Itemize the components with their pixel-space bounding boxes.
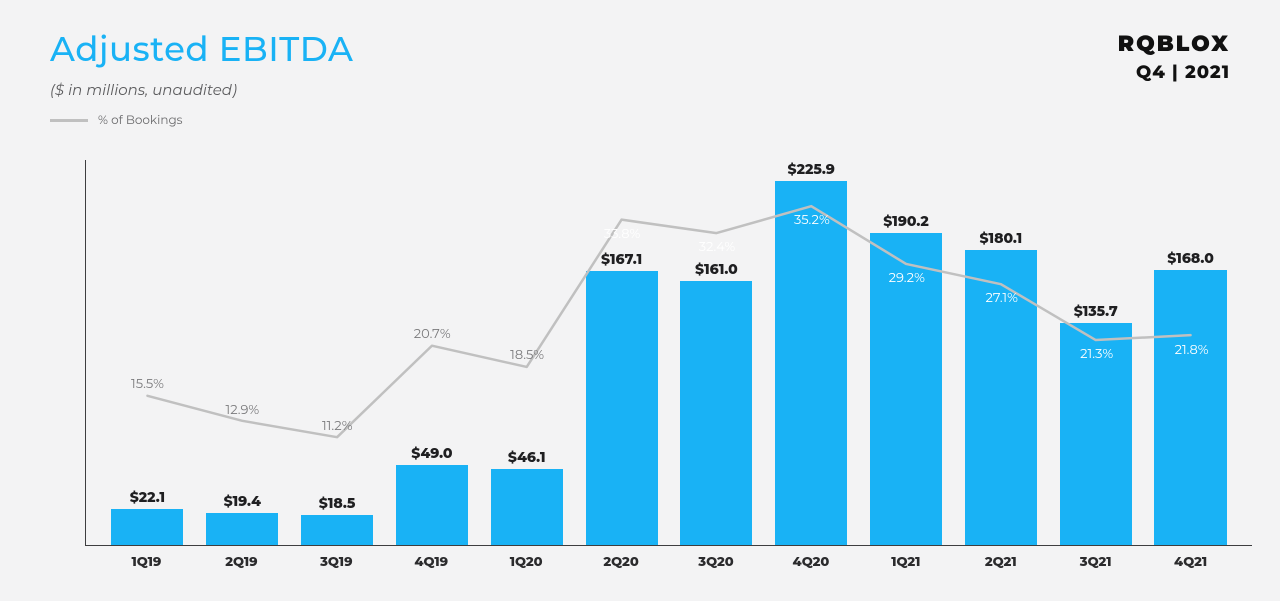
brand-logo: RQBLOX <box>1118 30 1230 57</box>
pct-label-layer: 15.5% 12.9% 11.2% 20.7% 18.5% 33.8% 32.4% 35.2%… <box>86 160 1252 545</box>
chart-container: $22.1$19.4$18.5$49.0$46.1$167.1$161.0$22… <box>85 160 1252 571</box>
pct-label: 21.3% <box>1080 346 1113 362</box>
legend-label: % of Bookings <box>98 113 183 128</box>
page-title: Adjusted EBITDA <box>50 28 1230 70</box>
brand-block: RQBLOX Q4 | 2021 <box>1118 30 1230 83</box>
x-axis-label: 1Q19 <box>99 546 194 571</box>
legend: % of Bookings <box>50 113 1230 128</box>
x-axis-label: 1Q20 <box>479 546 574 571</box>
x-axis-label: 2Q21 <box>953 546 1048 571</box>
pct-label: 35.2% <box>794 212 830 228</box>
x-axis-label: 1Q21 <box>858 546 953 571</box>
x-axis-label: 4Q21 <box>1143 546 1238 571</box>
pct-label: 11.2% <box>322 418 353 434</box>
pct-label: 15.5% <box>131 376 164 392</box>
page-subtitle: ($ in millions, unaudited) <box>50 80 1230 99</box>
pct-label: 21.8% <box>1175 342 1209 358</box>
x-axis-label: 4Q20 <box>763 546 858 571</box>
plot-area: $22.1$19.4$18.5$49.0$46.1$167.1$161.0$22… <box>85 160 1252 546</box>
pct-label: 20.7% <box>414 326 451 342</box>
x-axis: 1Q192Q193Q194Q191Q202Q203Q204Q201Q212Q21… <box>85 546 1252 571</box>
legend-swatch-line <box>50 119 88 122</box>
pct-label: 32.4% <box>699 239 735 255</box>
pct-label: 18.5% <box>510 347 544 363</box>
pct-label: 27.1% <box>986 290 1018 306</box>
x-axis-label: 3Q20 <box>669 546 764 571</box>
slide: RQBLOX Q4 | 2021 Adjusted EBITDA ($ in m… <box>0 0 1280 601</box>
pct-label: 12.9% <box>226 402 260 418</box>
x-axis-label: 3Q19 <box>289 546 384 571</box>
x-axis-label: 2Q19 <box>194 546 289 571</box>
brand-period: Q4 | 2021 <box>1118 61 1230 83</box>
x-axis-label: 2Q20 <box>574 546 669 571</box>
x-axis-label: 4Q19 <box>384 546 479 571</box>
x-axis-label: 3Q21 <box>1048 546 1143 571</box>
chart: $22.1$19.4$18.5$49.0$46.1$167.1$161.0$22… <box>85 160 1252 571</box>
pct-label: 33.8% <box>604 226 640 242</box>
pct-label: 29.2% <box>889 270 925 286</box>
